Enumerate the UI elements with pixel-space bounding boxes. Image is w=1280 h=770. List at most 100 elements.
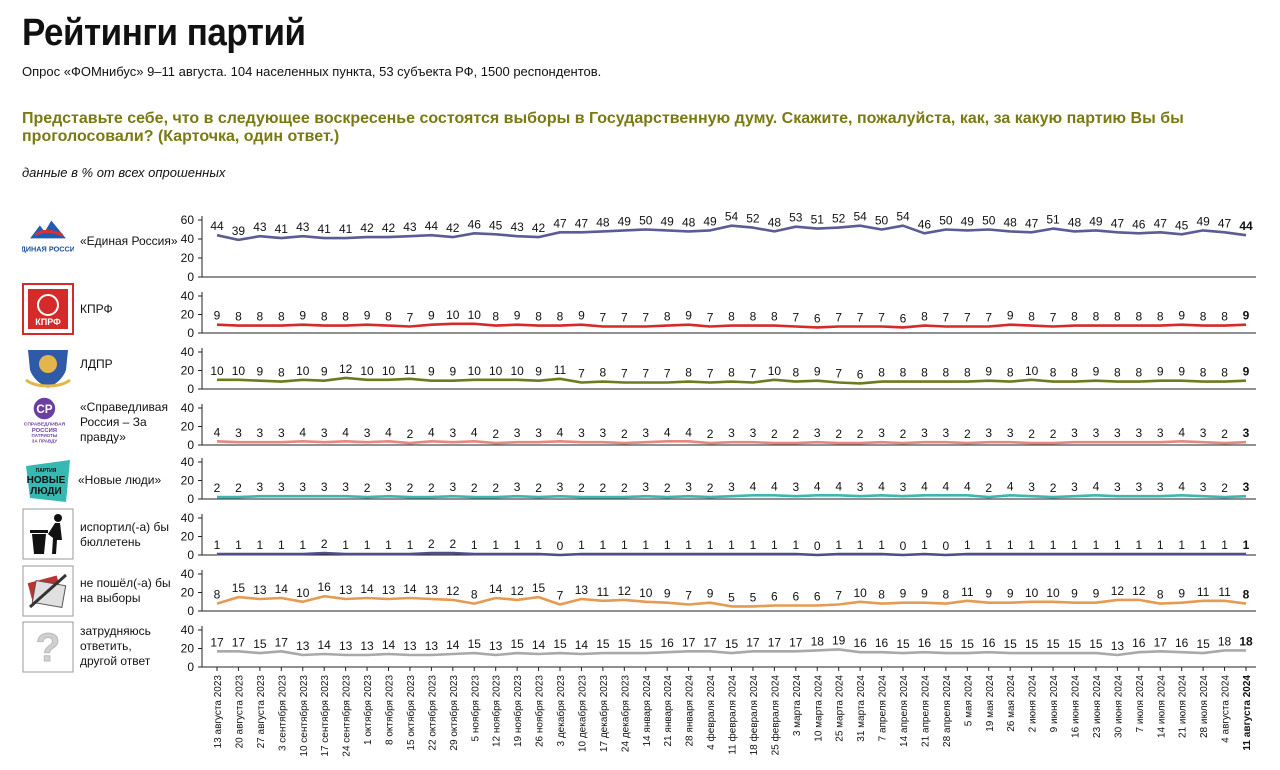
data-label: 8 (385, 310, 392, 324)
x-tick-label: 10 марта 2024 (813, 675, 824, 742)
data-label: 1 (1028, 538, 1035, 552)
x-tick-label: 7 апреля 2024 (878, 675, 889, 742)
data-label: 11 (1197, 585, 1210, 599)
data-label: 1 (1178, 538, 1185, 552)
data-label: 48 (1068, 215, 1082, 229)
data-label: 6 (857, 367, 864, 381)
data-label: 7 (964, 311, 971, 325)
data-label: 8 (1071, 310, 1078, 324)
x-tick-label: 14 января 2024 (642, 675, 653, 747)
data-label: 9 (707, 587, 714, 601)
data-label: 19 (832, 633, 846, 647)
series-line (216, 224, 1247, 242)
x-tick-label: 21 июля 2024 (1178, 675, 1189, 738)
data-label: 10 (853, 586, 867, 600)
data-label: 42 (532, 221, 546, 235)
data-label: 8 (1093, 310, 1100, 324)
data-label: 13 (339, 583, 353, 597)
data-label: 17 (746, 635, 760, 649)
data-label: 7 (642, 367, 649, 381)
data-label: 4 (943, 479, 950, 493)
data-label: 9 (921, 587, 928, 601)
data-label: 48 (1004, 215, 1018, 229)
data-label: 9 (257, 365, 264, 379)
data-label: 3 (642, 480, 649, 494)
data-label: 13 (360, 639, 374, 653)
data-label: 3 (278, 426, 285, 440)
data-label: 47 (1025, 216, 1039, 230)
x-tick-label: 24 декабря 2023 (619, 675, 631, 753)
label-new-people: «Новые люди» (78, 473, 162, 487)
data-label: 8 (535, 310, 542, 324)
units-note: данные в % от всех опрошенных (22, 165, 226, 180)
data-label: 1 (835, 538, 842, 552)
data-label: 1 (1157, 538, 1164, 552)
data-label: 3 (535, 426, 542, 440)
data-label: 47 (1218, 216, 1232, 230)
data-label: 3 (1157, 426, 1164, 440)
data-label: 6 (792, 589, 799, 603)
data-label: 0 (814, 539, 821, 553)
y-tick-label: 40 (181, 345, 195, 359)
x-tick-label: 21 января 2024 (663, 675, 674, 747)
label-united-russia: «Единая Россия» (80, 234, 178, 248)
data-label: 2 (621, 427, 628, 441)
data-label: 9 (985, 365, 992, 379)
data-label: 1 (1200, 538, 1207, 552)
data-label: 1 (214, 538, 221, 552)
data-label: 8 (771, 310, 778, 324)
data-label: 17 (232, 635, 246, 649)
data-label: 2 (1221, 427, 1228, 441)
data-label: 39 (232, 224, 246, 238)
x-tick-label: 3 декабря 2023 (555, 675, 567, 747)
x-tick-label: 3 марта 2024 (792, 675, 803, 737)
kprf-logo: КПРФ (22, 283, 74, 335)
data-label: 4 (814, 479, 821, 493)
data-label: 8 (1157, 310, 1164, 324)
data-label: 15 (510, 637, 524, 651)
data-label: 16 (318, 580, 332, 594)
data-label: 49 (961, 214, 975, 228)
x-tick-label: 14 апреля 2024 (899, 675, 910, 747)
x-tick-label: 22 октября 2023 (426, 675, 438, 751)
data-label: 8 (728, 366, 735, 380)
data-label: 8 (1028, 310, 1035, 324)
data-label: 9 (321, 365, 328, 379)
data-label: 54 (725, 210, 739, 224)
data-label: 17 (1154, 635, 1168, 649)
data-label: 7 (600, 311, 607, 325)
data-label: 8 (321, 310, 328, 324)
data-label: 44 (1239, 219, 1253, 233)
data-label: 15 (1004, 637, 1018, 651)
data-label: 12 (510, 584, 524, 598)
data-label: 8 (728, 310, 735, 324)
svg-text:СПРАВЕДЛИВАЯ: СПРАВЕДЛИВАЯ (24, 422, 66, 428)
data-label: 1 (578, 538, 585, 552)
data-label: 2 (1221, 481, 1228, 495)
data-label: 1 (600, 538, 607, 552)
data-label: 47 (1111, 216, 1125, 230)
data-label: 10 (1025, 364, 1039, 378)
data-label: 1 (364, 538, 371, 552)
data-label: 15 (253, 637, 267, 651)
y-tick-label: 40 (181, 232, 195, 246)
data-label: 2 (621, 481, 628, 495)
data-label: 53 (789, 211, 803, 225)
x-tick-label: 13 августа 2023 (213, 675, 224, 749)
data-label: 11 (961, 585, 974, 599)
x-tick-label: 10 декабря 2023 (576, 675, 588, 753)
data-label: 9 (535, 365, 542, 379)
data-label: 48 (682, 215, 696, 229)
y-tick-label: 20 (181, 251, 195, 265)
data-label: 1 (492, 538, 499, 552)
series-line (217, 648, 1246, 657)
data-label: 10 (468, 364, 482, 378)
x-tick-label: 5 ноября 2023 (469, 675, 481, 742)
data-label: 46 (468, 217, 482, 231)
data-label: 7 (557, 589, 564, 603)
data-label: 2 (1028, 427, 1035, 441)
data-label: 17 (768, 635, 782, 649)
data-label: 7 (985, 311, 992, 325)
data-label: 10 (1025, 586, 1039, 600)
x-tick-label: 20 августа 2023 (234, 675, 245, 749)
